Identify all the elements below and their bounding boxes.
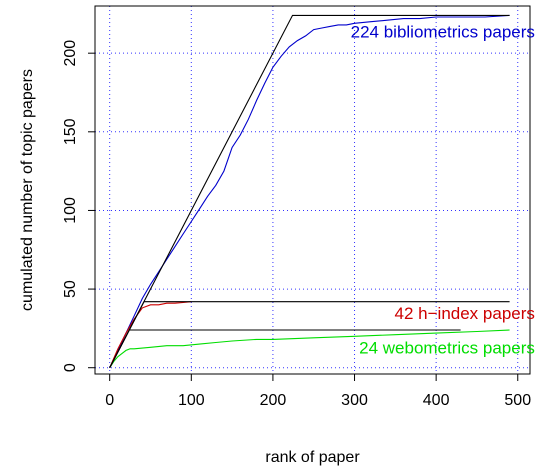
y-tick-label: 200	[62, 40, 79, 67]
annotation-webometrics: 24 webometrics papers	[359, 339, 535, 358]
series-line-ideal-webometrics	[109, 329, 461, 368]
x-axis: 0 100 200 300 400 500	[105, 374, 531, 409]
y-tick-label: 0	[62, 363, 79, 372]
y-axis: 0 50 100 150 200	[62, 40, 95, 372]
series-lines	[109, 14, 510, 369]
x-tick-label: 200	[260, 392, 287, 409]
series-line-hindex	[109, 301, 192, 368]
plot-frame	[94, 5, 531, 375]
y-tick-label: 50	[62, 280, 79, 298]
y-tick-label: 100	[62, 197, 79, 224]
annotation-bibliometrics: 224 bibliometrics papers	[351, 22, 535, 41]
x-tick-label: 400	[423, 392, 450, 409]
series-line-ideal-bibliometrics	[109, 14, 510, 368]
y-tick-label: 150	[62, 118, 79, 145]
grid	[95, 6, 530, 374]
x-tick-label: 0	[105, 392, 114, 409]
x-tick-label: 500	[504, 392, 531, 409]
series-line-webometrics	[109, 329, 510, 369]
x-tick-label: 100	[178, 392, 205, 409]
x-tick-label: 300	[341, 392, 368, 409]
y-axis-label: cumulated number of topic papers	[19, 69, 36, 311]
x-axis-label: rank of paper	[265, 449, 360, 466]
annotation-hindex: 42 h−index papers	[395, 304, 535, 323]
annotations: 224 bibliometrics papers 42 h−index paper…	[351, 22, 535, 357]
